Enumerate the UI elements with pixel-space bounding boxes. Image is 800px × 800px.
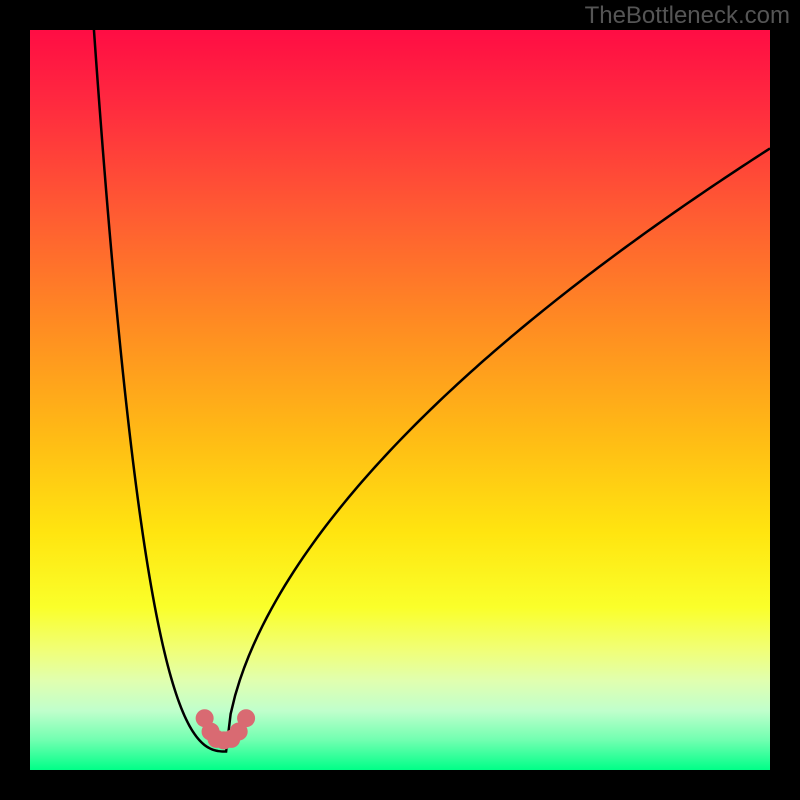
bottleneck-chart	[0, 0, 800, 800]
marker-point	[237, 709, 255, 727]
chart-container: TheBottleneck.com	[0, 0, 800, 800]
watermark-text: TheBottleneck.com	[585, 2, 790, 30]
plot-gradient-background	[30, 30, 770, 770]
